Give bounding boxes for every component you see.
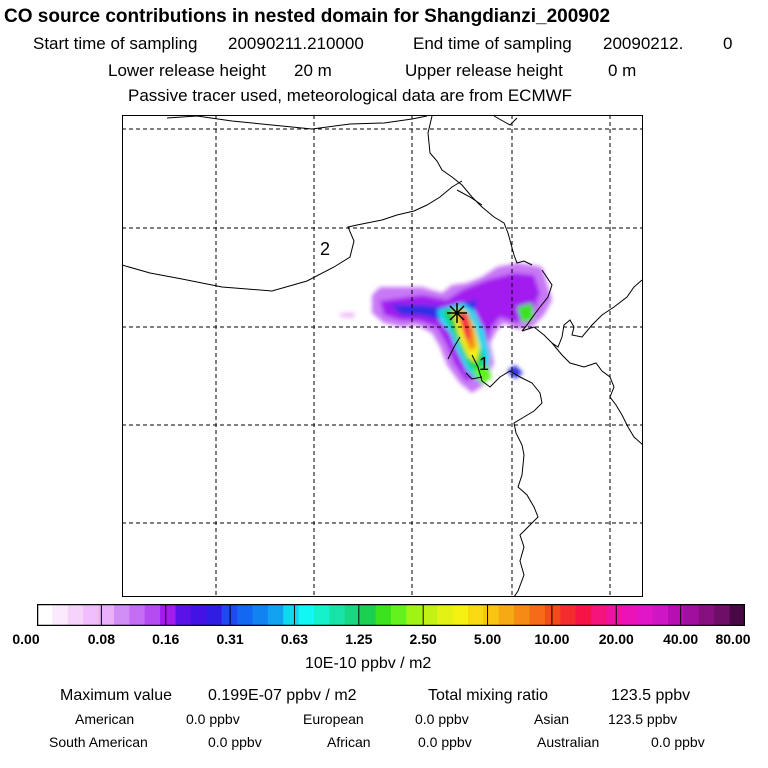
region-value: 0.0 ppbv: [651, 734, 705, 750]
colorbar-frame: [37, 604, 745, 626]
end-time-label: End time of sampling: [413, 34, 572, 53]
region-value: 0.0 ppbv: [208, 734, 262, 750]
colorbar-cell: [360, 604, 377, 626]
region-name: Australian: [537, 734, 600, 750]
colorbar-cell: [144, 604, 161, 626]
region-name: American: [75, 711, 135, 727]
colorbar-cell: [498, 604, 515, 626]
upper-release-label: Upper release height: [405, 61, 563, 80]
max-value-label: Maximum value: [60, 687, 173, 704]
colorbar-cell: [298, 604, 315, 626]
colorbar-cell: [52, 604, 69, 626]
region-value: 0.0 ppbv: [418, 734, 472, 750]
colorbar-cell: [113, 604, 130, 626]
colorbar-tick-label: 0.00: [12, 631, 40, 647]
colorbar-cell: [190, 604, 207, 626]
colorbar-cell: [252, 604, 269, 626]
colorbar-cell: [206, 604, 223, 626]
colorbar-cell: [129, 604, 146, 626]
region-name: European: [303, 711, 364, 727]
colorbar-tick-label: 80.00: [715, 631, 751, 647]
colorbar-cell: [452, 604, 469, 626]
max-value: 0.199E-07 ppbv / m2: [208, 687, 357, 704]
upper-release-value: 0 m: [608, 61, 637, 80]
colorbar-cell: [437, 604, 454, 626]
plot-title: CO source contributions in nested domain…: [4, 6, 611, 27]
colorbar-cell: [391, 604, 407, 626]
start-time-label: Start time of sampling: [33, 34, 198, 53]
region-name: African: [327, 734, 371, 750]
region-value: 0.0 ppbv: [186, 711, 240, 727]
colorbar-cell: [283, 604, 300, 626]
lat-lon-grid: [122, 115, 643, 597]
map-frame: [122, 115, 643, 597]
colorbar-cell: [175, 604, 192, 626]
colorbar-cell: [529, 604, 546, 626]
colorbar-tick-label: 0.31: [216, 631, 244, 647]
colorbar-tick-label: 20.00: [598, 631, 634, 647]
colorbar-cell: [714, 604, 731, 626]
colorbar-cell: [267, 604, 284, 626]
end-time-value-suffix: 0: [723, 34, 733, 53]
colorbar-cell: [483, 604, 500, 626]
end-time-value: 20090212.: [603, 34, 684, 53]
colorbar-cell: [652, 604, 669, 626]
colorbar-tick-label: 1.25: [345, 631, 373, 647]
colorbar: [37, 604, 745, 626]
colorbar-cell: [637, 604, 654, 626]
lower-release-label: Lower release height: [108, 61, 266, 80]
coastlines: [122, 115, 643, 597]
colorbar-cell: [698, 604, 715, 626]
colorbar-cell: [314, 604, 331, 626]
colorbar-tick-label: 0.16: [152, 631, 180, 647]
total-mixing-value: 123.5 ppbv: [611, 687, 691, 704]
colorbar-cell: [729, 604, 745, 626]
lower-release-value: 20 m: [294, 61, 332, 80]
region-label-1: 1: [479, 354, 489, 374]
colorbar-cell: [37, 604, 53, 626]
map-panel: 2 1: [122, 115, 643, 597]
start-time-value: 20090211.210000: [228, 34, 364, 53]
receptor-marker-icon: [447, 303, 467, 323]
colorbar-units: 10E-10 ppbv / m2: [305, 655, 432, 672]
colorbar-cell: [83, 604, 100, 626]
colorbar-tick-label: 40.00: [663, 631, 699, 647]
region-label-2: 2: [320, 239, 330, 259]
colorbar-cell: [591, 604, 608, 626]
colorbar-cell: [621, 604, 638, 626]
colorbar-cell: [67, 604, 84, 626]
colorbar-cell: [575, 604, 592, 626]
colorbar-cell: [406, 604, 423, 626]
colorbar-tick-label: 10.00: [534, 631, 570, 647]
region-name: Asian: [534, 711, 570, 727]
colorbar-cell: [668, 604, 685, 626]
colorbar-cell: [560, 604, 577, 626]
colorbar-cell: [237, 604, 254, 626]
total-mixing-label: Total mixing ratio: [428, 687, 549, 704]
colorbar-cell: [683, 604, 700, 626]
colorbar-cell: [514, 604, 531, 626]
colorbar-cell: [329, 604, 346, 626]
colorbar-tick-label: 2.50: [409, 631, 437, 647]
colorbar-cell: [421, 604, 438, 626]
colorbar-cell: [467, 604, 484, 626]
region-name: South American: [49, 734, 148, 750]
colorbar-tick-label: 0.63: [280, 631, 309, 647]
colorbar-cell: [375, 604, 392, 626]
colorbar-cell: [98, 604, 115, 626]
region-value: 0.0 ppbv: [415, 711, 469, 727]
colorbar-cell: [544, 604, 561, 626]
tracer-note: Passive tracer used, meteorological data…: [128, 86, 573, 105]
colorbar-cell: [344, 604, 361, 626]
colorbar-tick-label: 0.08: [87, 631, 115, 647]
colorbar-tick-label: 5.00: [473, 631, 502, 647]
colorbar-cell: [160, 604, 177, 626]
region-value: 123.5 ppbv: [608, 711, 678, 727]
colorbar-cell: [606, 604, 623, 626]
